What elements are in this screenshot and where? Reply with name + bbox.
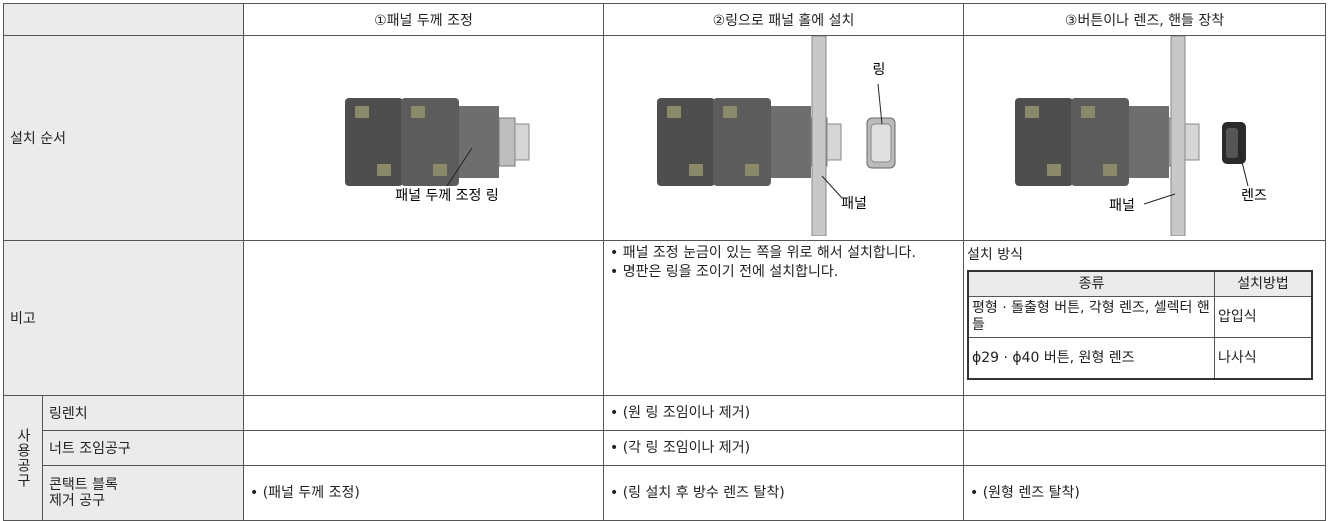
cell (963, 395, 1326, 431)
step-image: 패널 렌즈 (1015, 35, 1267, 237)
sub-cell: 나사식 (1214, 337, 1313, 380)
tool-name: 너트 조임공구 (42, 430, 244, 466)
image-cell: 패널 렌즈 (963, 35, 1326, 241)
terminal (411, 106, 425, 118)
callout: 패널 (841, 196, 867, 212)
terminal (667, 106, 681, 118)
install-table: ①패널 두께 조정 ②링으로 패널 홀에 설치 ③버튼이나 렌즈, 핸들 장착 … (3, 3, 1326, 521)
bullet: (패널 두께 조정) (250, 484, 597, 503)
sub-cell: 평형 · 돌출형 버튼, 각형 렌즈, 셀렉터 핸들 (967, 296, 1215, 338)
cell: (각 링 조임이나 제거) (603, 430, 964, 466)
terminal (433, 164, 447, 176)
tool-name: 콘택트 블록 제거 공구 (42, 465, 244, 521)
bullet: (링 설치 후 방수 렌즈 탈착) (610, 484, 957, 503)
callout: 렌즈 (1241, 188, 1267, 204)
body (1129, 106, 1169, 178)
sub-cell: ϕ29 · ϕ40 버튼, 원형 렌즈 (967, 337, 1215, 380)
callout: 패널 두께 조정 링 (395, 188, 499, 204)
terminal (1103, 164, 1117, 176)
terminal (745, 164, 759, 176)
leader-line (1143, 193, 1176, 205)
terminal (1081, 106, 1095, 118)
step-image: 패널 두께 조정 링 (345, 98, 530, 204)
terminal (1025, 106, 1039, 118)
cell (243, 430, 604, 466)
contact-block (1071, 98, 1129, 186)
contact-block (657, 98, 715, 186)
terminal (355, 106, 369, 118)
sub-header: 종류 (967, 270, 1215, 297)
panel (811, 35, 827, 237)
bezel (1184, 123, 1200, 161)
contact-block (401, 98, 459, 186)
terminal (1047, 164, 1061, 176)
contact-block (713, 98, 771, 186)
bezel (498, 117, 516, 167)
cell (243, 395, 604, 431)
image-cell: 패널 두께 조정 링 (243, 35, 604, 241)
col-header: ③버튼이나 렌즈, 핸들 장착 (963, 3, 1326, 36)
callout: 패널 (1109, 198, 1135, 214)
panel (1170, 35, 1186, 237)
callout: 링 (873, 62, 886, 78)
sub-cell: 압입식 (1214, 296, 1313, 338)
terminal (723, 106, 737, 118)
leader-line (1237, 145, 1249, 187)
terminal (689, 164, 703, 176)
step-image: 링 패널 (657, 35, 896, 237)
method-title: 설치 방식 (967, 247, 1023, 263)
terminal (377, 164, 391, 176)
contact-block (1015, 98, 1073, 186)
tool-name-line: 콘택트 블록 (49, 477, 118, 493)
corner-cell (3, 3, 244, 36)
leader-line (821, 175, 843, 199)
leader-line (446, 147, 473, 187)
image-cell: 링 패널 (603, 35, 964, 241)
method-table: 종류 설치방법 평형 · 돌출형 버튼, 각형 렌즈, 셀렉터 핸들 압입식 ϕ… (967, 270, 1313, 380)
bullet: (각 링 조임이나 제거) (610, 439, 957, 458)
bezel (826, 123, 842, 161)
cell: (원형 렌즈 탈착) (963, 465, 1326, 521)
contact-block (345, 98, 403, 186)
bullet: (원형 렌즈 탈착) (970, 484, 1319, 503)
col-header: ①패널 두께 조정 (243, 3, 604, 36)
sub-header: 설치방법 (1214, 270, 1313, 297)
col-header: ②링으로 패널 홀에 설치 (603, 3, 964, 36)
body (459, 106, 499, 178)
cell (963, 430, 1326, 466)
row-label: 비고 (3, 240, 244, 396)
bullet: 패널 조정 눈금이 있는 쪽을 위로 해서 설치합니다. (610, 244, 957, 263)
cell: (패널 두께 조정) (243, 465, 604, 521)
bezel (514, 123, 530, 161)
cell: 패널 조정 눈금이 있는 쪽을 위로 해서 설치합니다. 명판은 링을 조이기 … (603, 240, 964, 396)
cell: (링 설치 후 방수 렌즈 탈착) (603, 465, 964, 521)
tool-name: 링렌치 (42, 395, 244, 431)
body (771, 106, 811, 178)
tool-name-line: 제거 공구 (49, 493, 105, 509)
row-label: 설치 순서 (3, 35, 244, 241)
bullet: (원 링 조임이나 제거) (610, 404, 957, 423)
group-label: 사용공구 (3, 395, 43, 521)
cell: (원 링 조임이나 제거) (603, 395, 964, 431)
lens (1226, 128, 1238, 158)
cell: 설치 방식 종류 설치방법 평형 · 돌출형 버튼, 각형 렌즈, 셀렉터 핸들… (963, 240, 1326, 396)
cell (243, 240, 604, 396)
bullet: 명판은 링을 조이기 전에 설치합니다. (610, 263, 957, 282)
ring (870, 123, 892, 163)
leader-line (877, 83, 883, 125)
